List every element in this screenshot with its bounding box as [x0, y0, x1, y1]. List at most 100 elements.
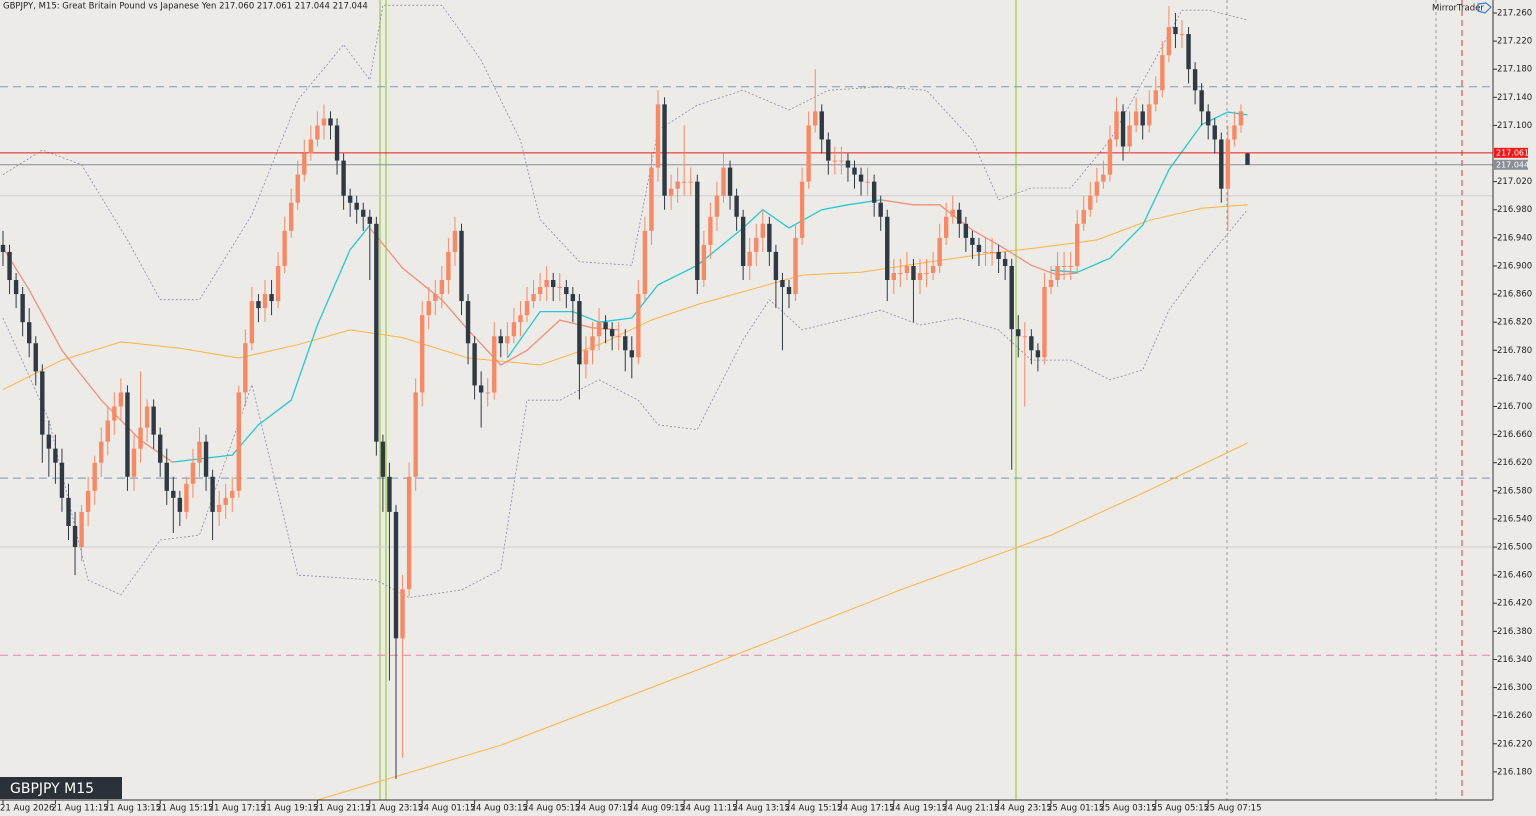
y-tick-label: 216.260: [1497, 711, 1532, 721]
candle-body: [518, 315, 523, 323]
y-tick-label: 217.140: [1497, 93, 1532, 103]
candle-body: [66, 497, 71, 526]
candle-body: [1225, 139, 1231, 189]
candle-body: [813, 111, 818, 126]
x-tick-label: 21 Aug 2026: [0, 804, 54, 814]
y-tick-label: 216.380: [1497, 627, 1532, 637]
candle-body: [904, 265, 910, 273]
candle-body: [498, 336, 503, 344]
candle-body: [79, 511, 84, 548]
candle-body: [944, 216, 949, 238]
candle-body: [845, 160, 851, 168]
candle-body: [701, 244, 707, 281]
y-tick-label: 217.020: [1497, 177, 1532, 187]
candle-body: [1238, 111, 1244, 126]
x-tick-label: 24 Aug 15:15: [785, 804, 842, 814]
candle-body: [269, 294, 274, 302]
plot-area: [0, 0, 1493, 800]
candle-body: [210, 476, 215, 512]
candle-body: [295, 174, 300, 203]
candle-body: [465, 301, 471, 344]
candle-body: [1042, 287, 1047, 358]
x-tick-label: 21 Aug 11:15: [51, 804, 108, 814]
candle-body: [577, 301, 582, 365]
candle-body: [865, 181, 870, 183]
candle-body: [236, 392, 241, 491]
candle-body: [1219, 139, 1224, 189]
candle-body: [328, 118, 333, 126]
candle-body: [1206, 111, 1211, 126]
candle-body: [950, 209, 955, 217]
candle-body: [1101, 174, 1106, 182]
candle-body: [367, 216, 372, 224]
candle-body: [439, 280, 445, 295]
candle-body: [158, 434, 163, 463]
candle-body: [1127, 125, 1132, 147]
candle-body: [1179, 34, 1185, 36]
candle-body: [393, 511, 399, 639]
y-tick-label: 216.500: [1497, 543, 1532, 553]
x-tick-label: 24 Aug 07:15: [575, 804, 632, 814]
x-tick-label: 25 Aug 01:15: [1047, 804, 1104, 814]
candle-body: [799, 181, 805, 238]
candle-body: [505, 336, 510, 344]
candle-body: [387, 476, 392, 512]
candle-body: [347, 195, 353, 203]
candle-body: [118, 392, 124, 407]
y-tick-label: 217.260: [1497, 8, 1532, 18]
candle-body: [911, 265, 916, 281]
candle-body: [740, 216, 746, 266]
candle-body: [1153, 90, 1158, 105]
candle-body: [177, 497, 183, 512]
candle-body: [898, 272, 903, 274]
candle-body: [46, 434, 52, 449]
candle-body: [1166, 27, 1172, 56]
candle-body: [1114, 111, 1119, 140]
candle-body: [341, 160, 346, 196]
candle-body: [138, 427, 143, 449]
candle-body: [1147, 104, 1152, 126]
x-tick-label: 21 Aug 15:15: [156, 804, 213, 814]
candle-body: [989, 251, 995, 253]
candle-body: [819, 111, 824, 140]
candle-body: [727, 167, 733, 196]
candle-body: [190, 462, 196, 484]
y-tick-label: 216.340: [1497, 655, 1532, 665]
candle-body: [695, 181, 700, 281]
candle-body: [92, 462, 97, 491]
candle-body: [858, 174, 864, 182]
candle-body: [767, 223, 772, 252]
candle-body: [852, 167, 857, 175]
candle-body: [1048, 280, 1054, 288]
candle-body: [151, 406, 156, 435]
candle-body: [1094, 181, 1100, 196]
candle-body: [655, 104, 661, 168]
y-tick-label: 217.100: [1497, 121, 1532, 131]
x-tick-label: 21 Aug 23:15: [366, 804, 423, 814]
candle-body: [1120, 111, 1126, 147]
candle-body: [374, 223, 379, 442]
candle-body: [184, 483, 189, 512]
x-tick-label: 24 Aug 21:15: [942, 804, 999, 814]
candle-body: [662, 104, 667, 196]
candle-body: [793, 237, 798, 295]
candle-body: [426, 301, 431, 316]
candle-body: [963, 223, 969, 238]
indicator-line: [2, 209, 1248, 599]
y-tick-label: 216.420: [1497, 599, 1532, 609]
x-tick-label: 25 Aug 03:15: [1099, 804, 1156, 814]
candle-body: [832, 160, 838, 162]
candle-body: [289, 202, 294, 231]
candle-body: [1068, 265, 1073, 267]
candle-body: [361, 209, 366, 217]
candle-body: [537, 287, 543, 295]
candle-body: [871, 181, 877, 203]
candle-body: [413, 392, 418, 477]
candle-body: [1140, 111, 1145, 126]
candle-body: [485, 392, 490, 394]
candle-body: [131, 448, 137, 477]
candle-body: [636, 294, 641, 358]
candle-body: [492, 336, 497, 393]
indicator-line: [317, 442, 1248, 800]
x-tick-label: 24 Aug 23:15: [995, 804, 1052, 814]
